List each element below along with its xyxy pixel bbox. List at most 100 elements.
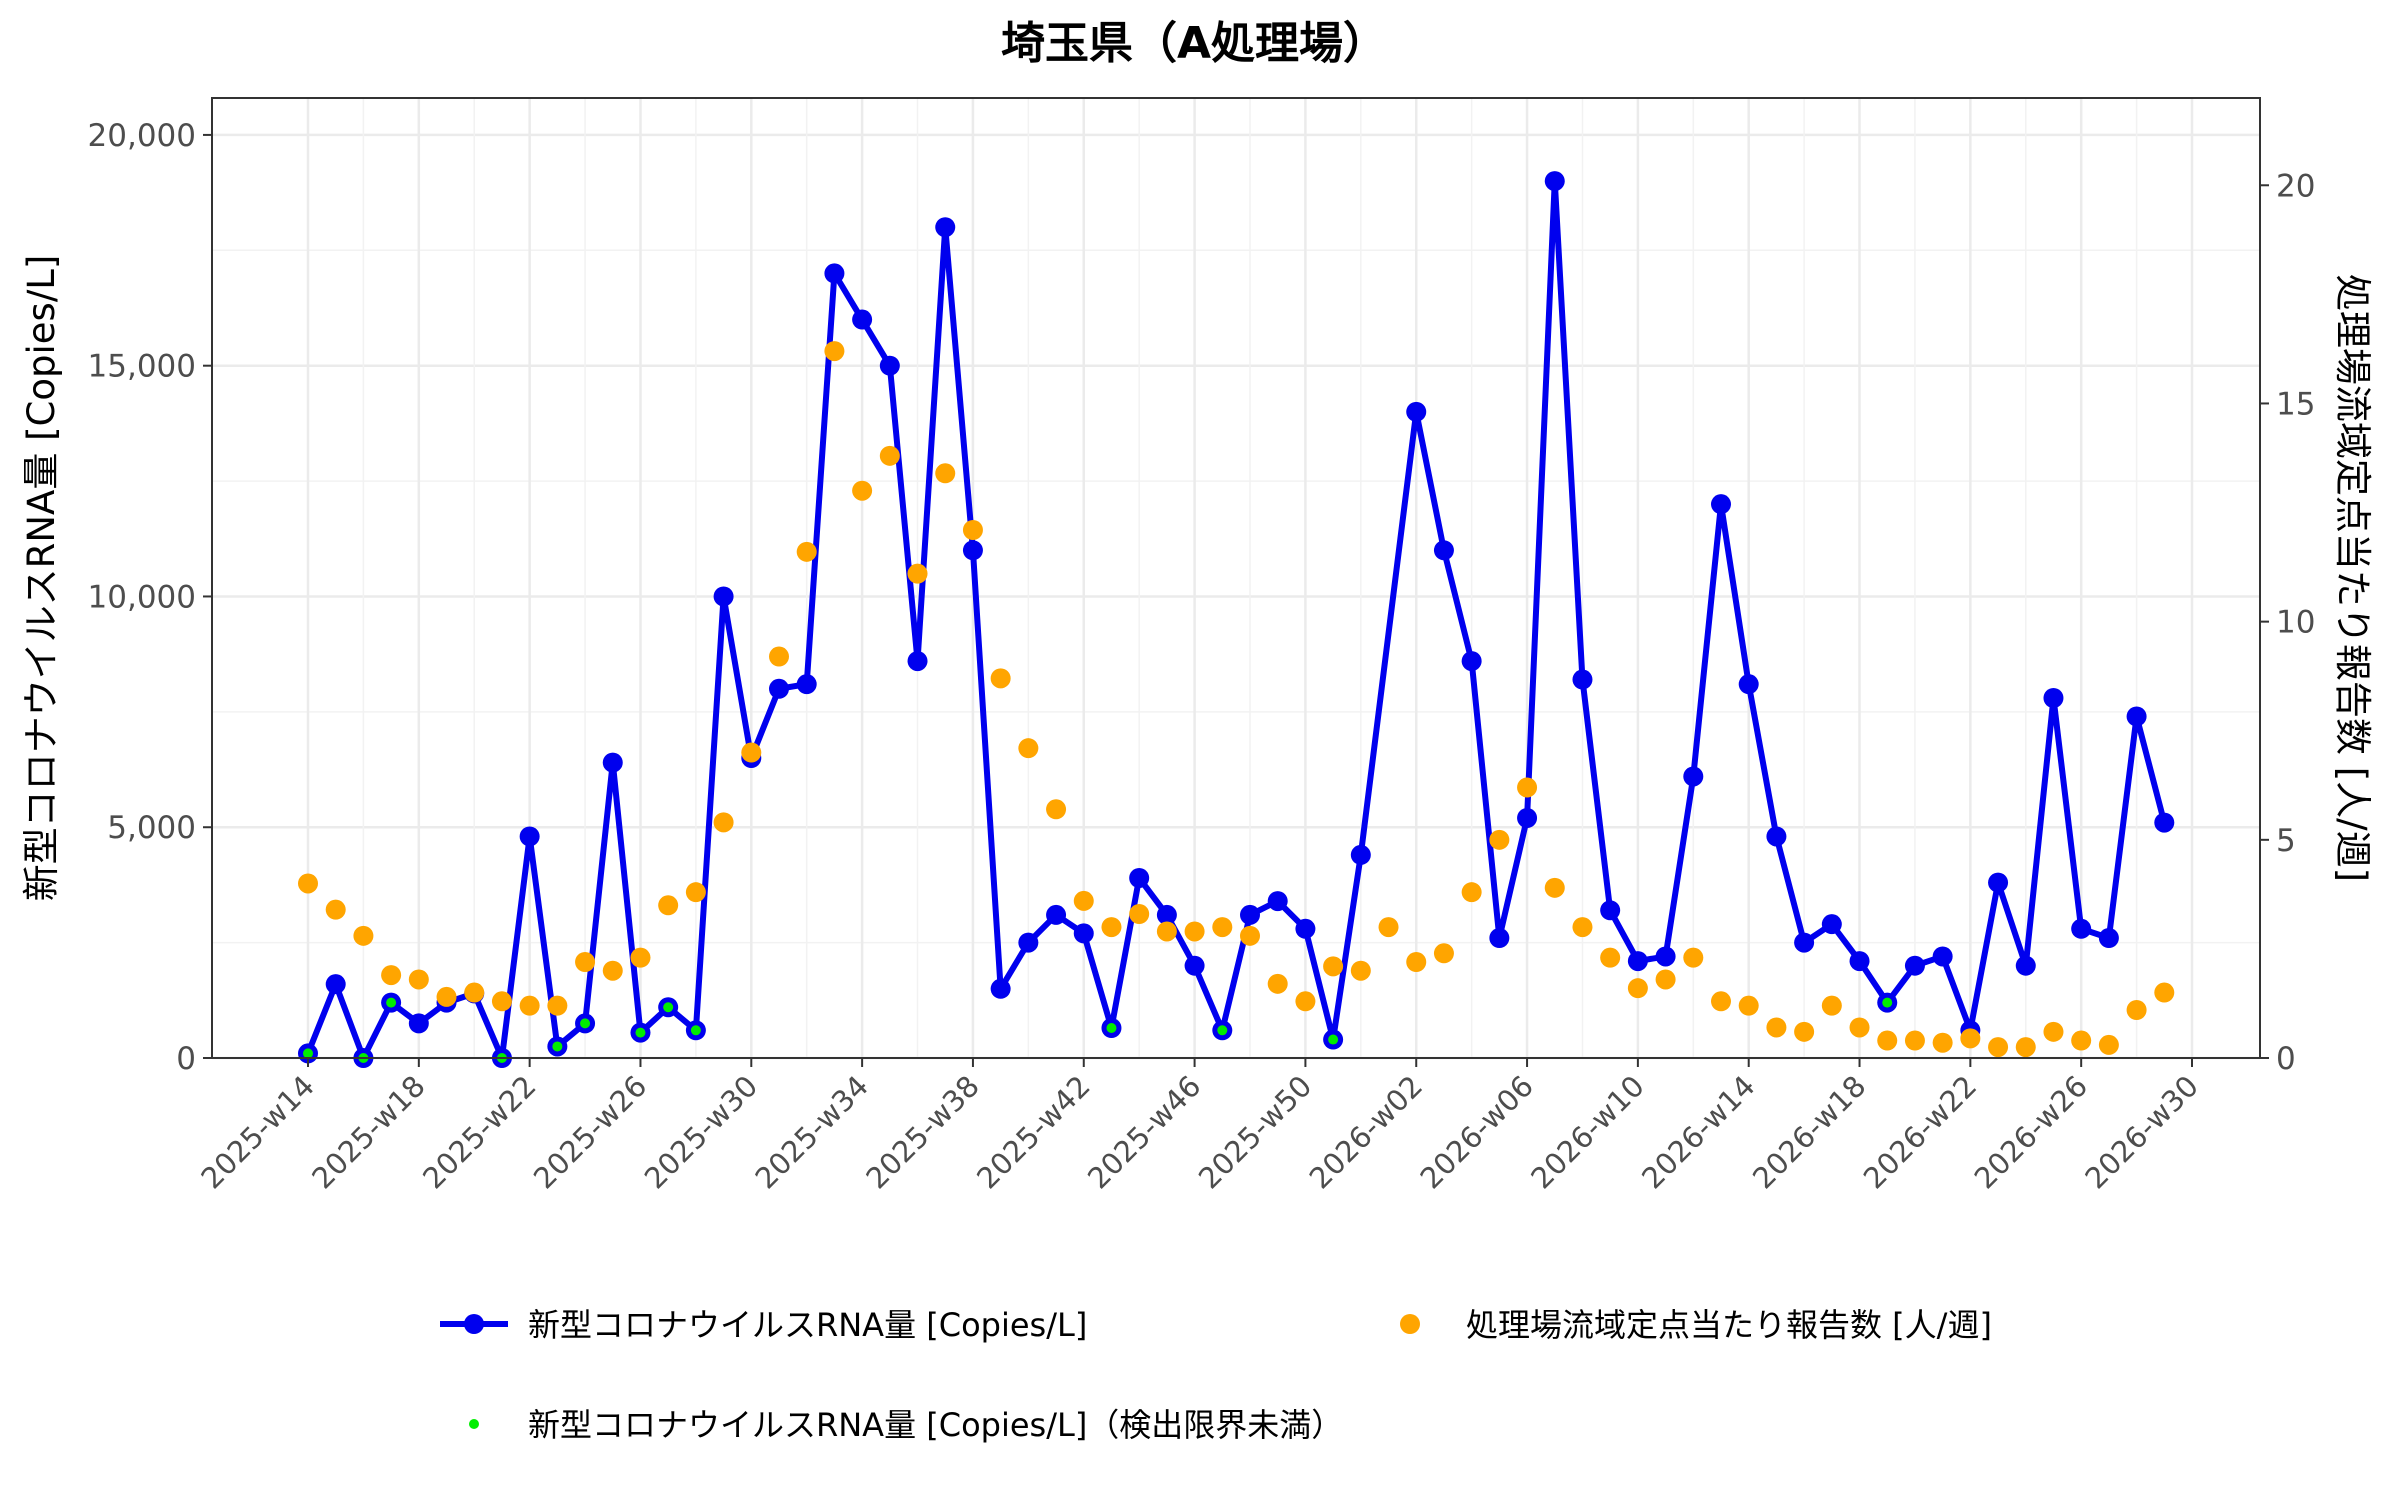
series-reports-point: [1655, 969, 1676, 990]
series-reports-point: [491, 991, 512, 1012]
series-reports-point: [1849, 1017, 1870, 1038]
series-reports-point: [630, 947, 651, 968]
series-reports-point: [1240, 925, 1260, 946]
series-rna-point: [1461, 651, 1482, 672]
series-rna-point: [1988, 872, 2009, 893]
series-rna-point: [1572, 669, 1593, 690]
legend-label-below-limit: 新型コロナウイルスRNA量 [Copies/L]（検出限界未満）: [528, 1406, 1343, 1444]
series-reports-point: [1932, 1032, 1953, 1053]
y-tick-label-left: 20,000: [88, 118, 196, 154]
series-below-limit-point: [1328, 1034, 1339, 1045]
y-axis-title-right: 処理場流域定点当たり報告数 [人/週]: [2331, 274, 2374, 882]
series-reports-point: [1129, 904, 1150, 924]
series-rna-point: [1766, 826, 1787, 847]
series-reports-point: [1184, 921, 1205, 942]
series-rna-point: [1544, 171, 1565, 192]
chart-title: 埼玉県（A処理場）: [1001, 18, 1387, 69]
series-reports-point: [1489, 829, 1510, 850]
series-reports-point: [575, 952, 596, 972]
plot-area: [298, 171, 2175, 1068]
series-below-limit-point: [1217, 1025, 1228, 1036]
series-rna-point: [879, 355, 900, 376]
series-rna-point: [1711, 494, 1731, 515]
y-tick-label-right: 20: [2276, 168, 2315, 204]
series-rna-point: [602, 752, 623, 773]
legend-key-reports-point: [1400, 1314, 1420, 1334]
series-reports-point: [408, 969, 429, 990]
series-reports-point: [464, 982, 485, 1003]
grid: [212, 98, 2260, 1060]
series-rna-point: [519, 826, 540, 847]
legend-key-rna-point: [464, 1314, 484, 1334]
series-below-limit-point: [635, 1027, 646, 1038]
y-tick-label-right: 0: [2276, 1041, 2296, 1077]
series-rna-point: [1267, 891, 1288, 912]
series-rna-point: [1295, 918, 1316, 939]
series-rna-point: [1627, 951, 1648, 972]
series-reports-point: [907, 563, 928, 584]
series-rna-point: [1932, 946, 1953, 967]
series-reports-point: [2154, 982, 2175, 1003]
legend-label-reports: 処理場流域定点当たり報告数 [人/週]: [1466, 1306, 1992, 1344]
series-reports-point: [2015, 1037, 2036, 1058]
series-rna-point: [408, 1013, 429, 1034]
series-rna-point: [1156, 904, 1177, 925]
series-rna-point: [1738, 674, 1759, 695]
legend-item-rna: 新型コロナウイルスRNA量 [Copies/L]: [440, 1306, 1087, 1344]
series-reports-point: [1212, 917, 1233, 938]
panel-border: [211, 97, 2261, 1059]
series-reports-point: [1101, 917, 1122, 938]
legend-label-rna: 新型コロナウイルスRNA量 [Copies/L]: [528, 1306, 1087, 1344]
legend-item-below-limit: 新型コロナウイルスRNA量 [Copies/L]（検出限界未満）: [469, 1406, 1343, 1444]
series-rna-point: [1794, 932, 1815, 953]
series-reports-point: [1627, 978, 1648, 999]
y-tick-label-left: 15,000: [88, 349, 196, 385]
series-reports-point: [1295, 991, 1316, 1012]
series-reports-point: [1877, 1030, 1898, 1051]
series-rna-point: [1073, 923, 1094, 944]
y-tick-label-right: 15: [2276, 386, 2315, 422]
series-rna-point: [2098, 928, 2119, 948]
series-reports-point: [1018, 738, 1039, 759]
series-reports-point: [2098, 1034, 2119, 1055]
series-rna-point: [1517, 808, 1538, 828]
series-rna-point: [1046, 904, 1067, 925]
series-reports-point: [2043, 1021, 2064, 1042]
series-rna-point: [824, 263, 845, 284]
series-reports-point: [1904, 1030, 1925, 1051]
series-reports-point: [1960, 1028, 1981, 1049]
series-reports-point: [990, 668, 1011, 689]
series-rna-point: [935, 217, 956, 238]
series-reports-point: [1267, 973, 1288, 994]
legend-item-reports: 処理場流域定点当たり報告数 [人/週]: [1400, 1306, 1992, 1344]
y-axis-title-left: 新型コロナウイルスRNA量 [Copies/L]: [20, 255, 63, 902]
series-rna-point: [852, 309, 873, 330]
series-below-limit-point: [663, 1002, 674, 1013]
series-rna-point: [1129, 868, 1150, 888]
series-rna-point: [907, 651, 928, 672]
series-rna-point: [1683, 766, 1704, 787]
series-reports-point: [685, 882, 706, 903]
series-reports-point: [353, 925, 374, 946]
series-reports-point: [602, 960, 623, 981]
series-below-limit-point: [580, 1018, 591, 1029]
series-below-limit-point: [1106, 1023, 1117, 1033]
series-reports-point: [1600, 947, 1621, 968]
series-reports-point: [658, 895, 679, 916]
y-tick-label-left: 0: [176, 1041, 196, 1077]
series-rna-point: [1821, 914, 1842, 935]
series-reports-point: [713, 812, 734, 833]
series-below-limit-point: [303, 1048, 313, 1059]
series-reports-point: [519, 995, 540, 1016]
y-tick-label-right: 5: [2276, 823, 2296, 859]
legend: 新型コロナウイルスRNA量 [Copies/L] 処理場流域定点当たり報告数 […: [440, 1306, 1992, 1444]
series-reports-point: [547, 995, 568, 1016]
y-tick-label-right: 10: [2276, 605, 2315, 641]
series-rna-point: [2126, 706, 2147, 727]
series-reports-point: [1433, 943, 1454, 964]
series-rna-point: [1406, 401, 1427, 422]
series-reports-point: [1406, 952, 1427, 972]
series-rna-point: [1489, 928, 1510, 948]
series-rna-point: [2071, 918, 2092, 939]
